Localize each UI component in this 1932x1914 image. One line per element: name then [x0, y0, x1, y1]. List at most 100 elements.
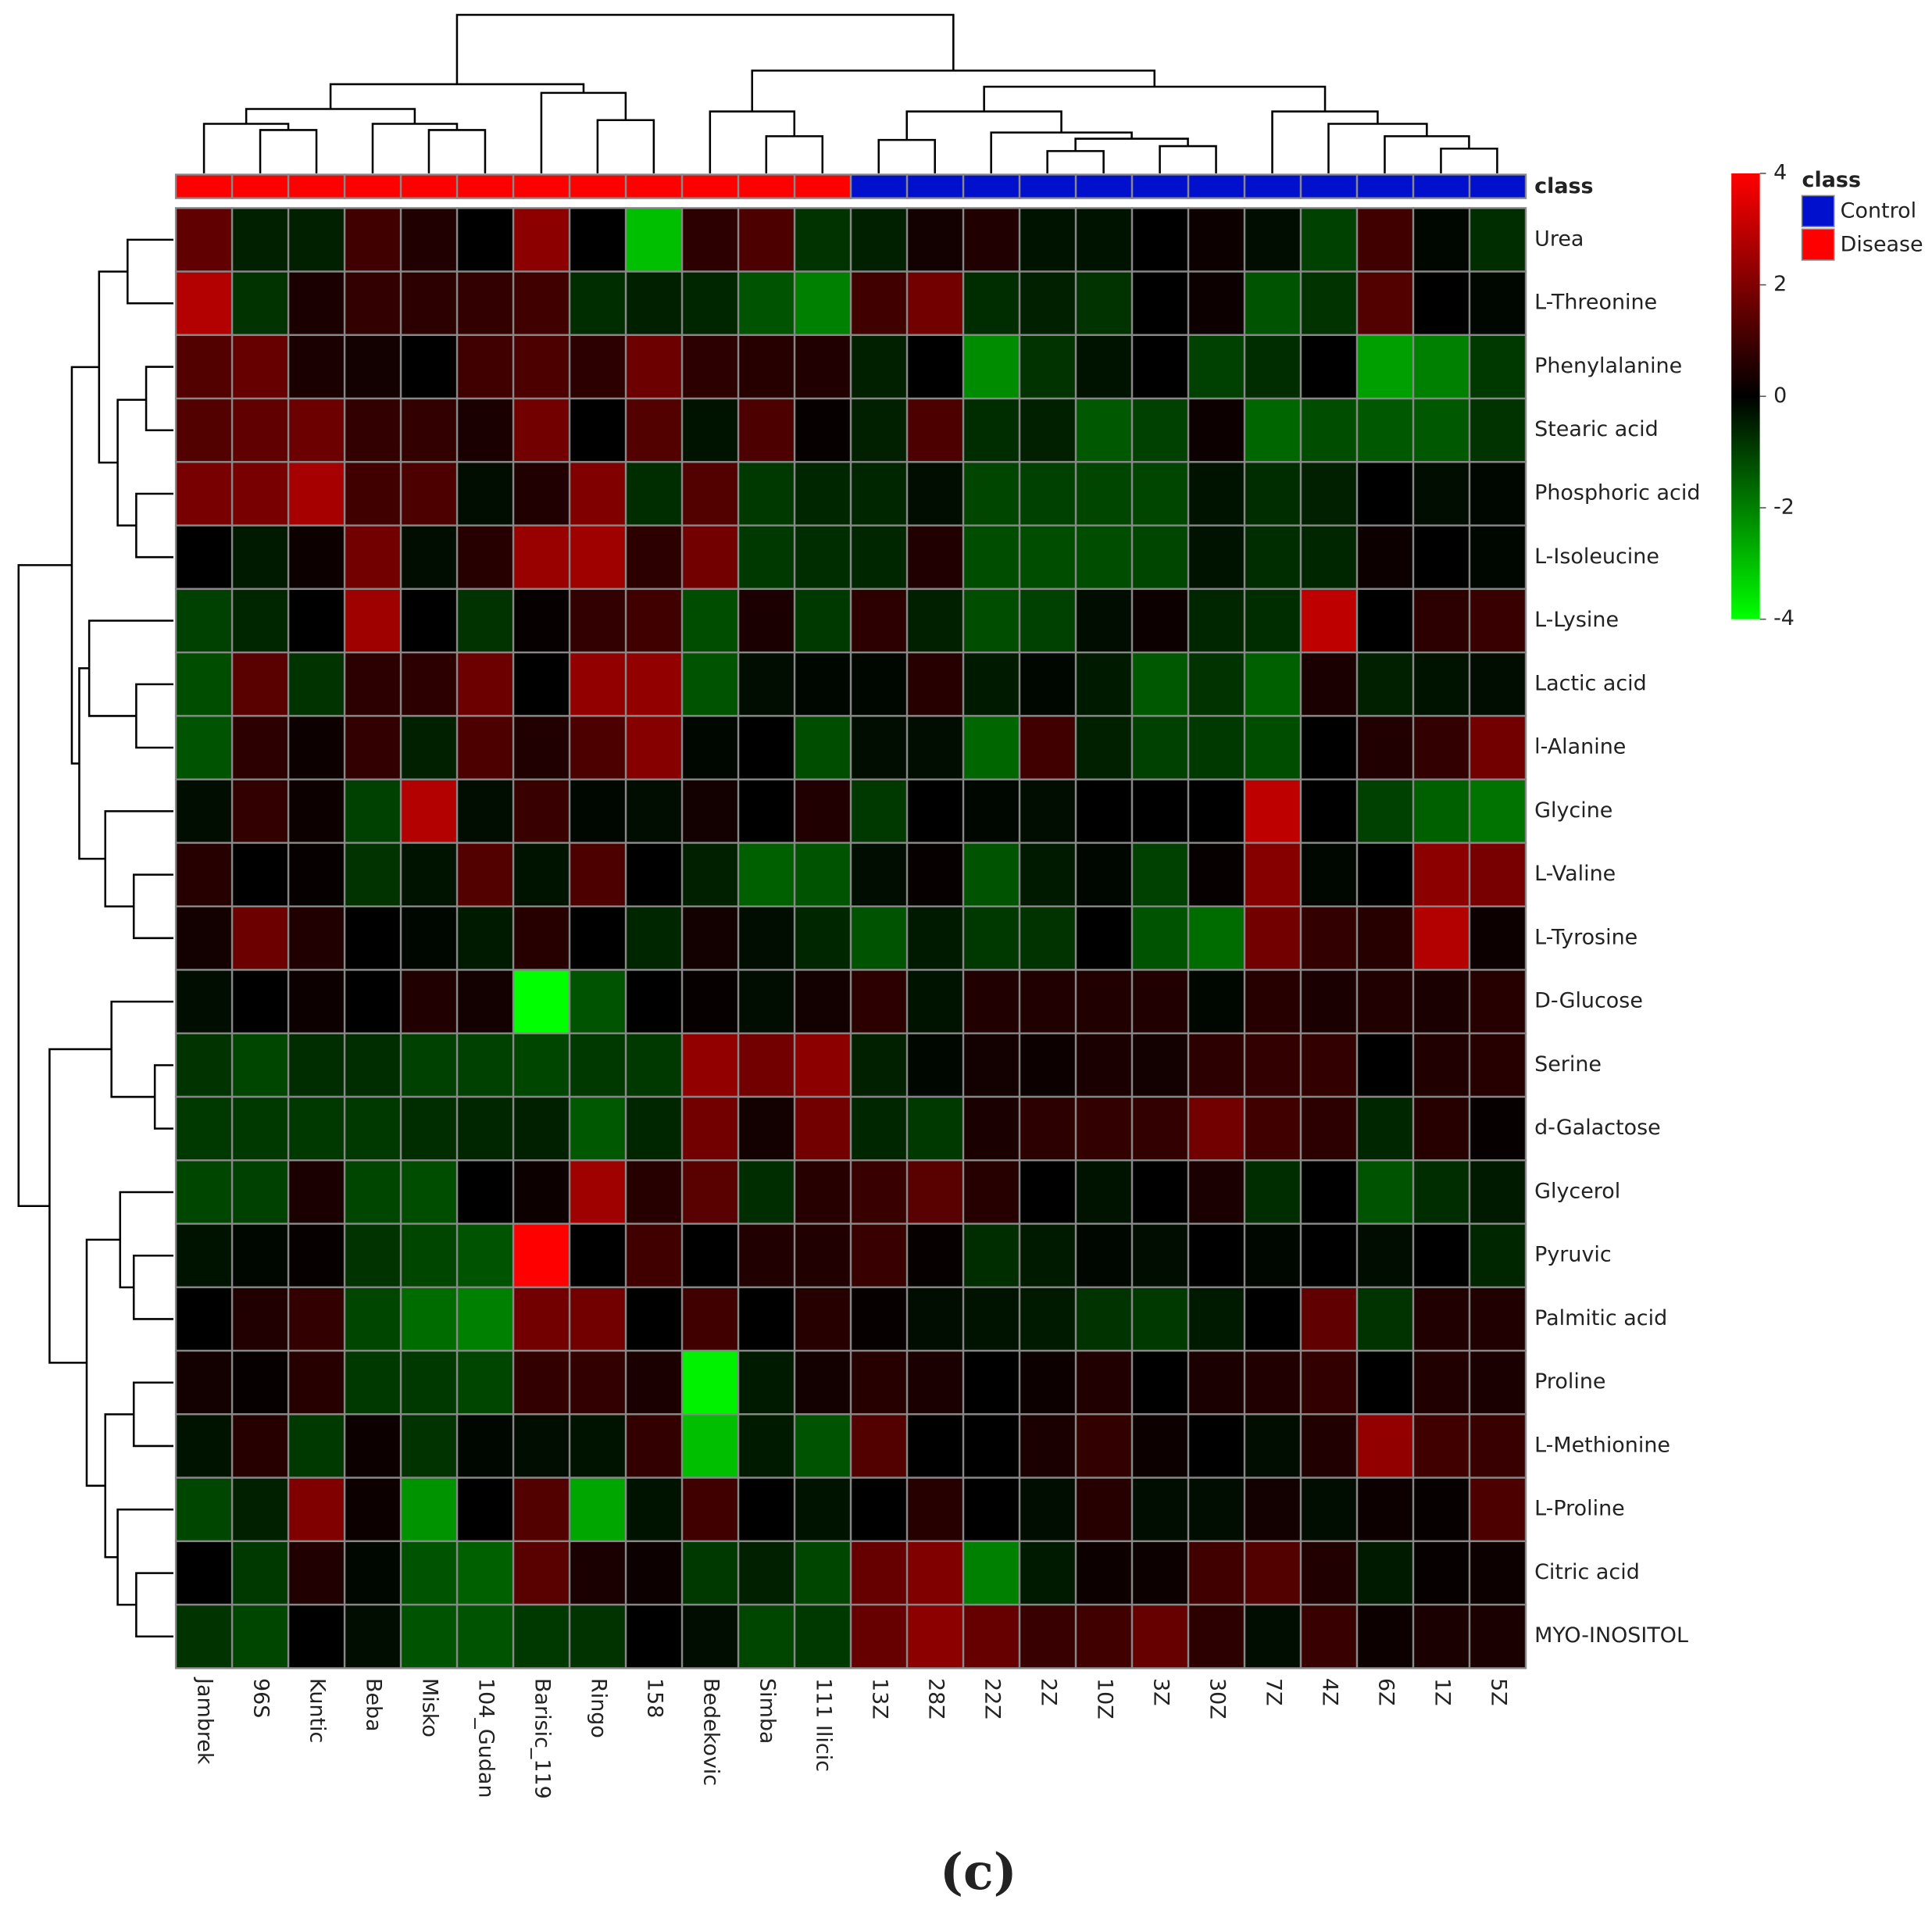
heatmap-cell — [624, 334, 684, 400]
heatmap-cell — [624, 1603, 684, 1669]
heatmap-cell — [287, 969, 346, 1034]
heatmap-cell — [1299, 334, 1359, 400]
heatmap-cell — [1187, 587, 1246, 654]
heatmap-cell — [905, 587, 965, 654]
column-label: Jambrek — [193, 1677, 217, 1765]
heatmap-cell — [905, 715, 965, 780]
legend-swatch — [1801, 228, 1835, 261]
heatmap-cell — [1018, 1032, 1077, 1098]
heatmap-cell — [680, 461, 740, 527]
heatmap-cell — [343, 1159, 402, 1225]
heatmap-cell — [624, 1223, 684, 1288]
heatmap-cell — [1187, 1603, 1246, 1669]
heatmap-cell — [287, 1540, 346, 1606]
heatmap-cell — [962, 270, 1021, 337]
heatmap-cell — [849, 1032, 909, 1098]
heatmap-cell — [962, 397, 1021, 463]
heatmap-cell — [1074, 1413, 1134, 1479]
heatmap-cell — [962, 1095, 1021, 1162]
heatmap-cell — [1074, 524, 1134, 591]
heatmap-cell — [455, 841, 515, 908]
heatmap-cell — [174, 841, 234, 908]
heatmap-cell — [1468, 969, 1527, 1034]
heatmap-cell — [343, 1540, 402, 1606]
heatmap-cell — [399, 207, 459, 273]
heatmap-cell — [1018, 969, 1077, 1034]
heatmap-cell — [1299, 1095, 1359, 1162]
heatmap-cell — [1299, 270, 1359, 337]
heatmap-cell — [568, 270, 627, 337]
heatmap-cell — [1412, 461, 1471, 527]
class-cell — [962, 173, 1021, 199]
heatmap-cell — [849, 1603, 909, 1669]
heatmap-cell — [1355, 1159, 1415, 1225]
heatmap-cell — [624, 397, 684, 463]
heatmap-cell — [737, 270, 796, 337]
heatmap-cell — [512, 905, 571, 971]
heatmap-cell — [455, 1095, 515, 1162]
row-label: L-Methionine — [1534, 1433, 1670, 1457]
heatmap-cell — [962, 1477, 1021, 1542]
heatmap-cell — [1243, 715, 1302, 780]
heatmap-cell — [1299, 1413, 1359, 1479]
heatmap-cell — [849, 270, 909, 337]
heatmap-cell — [1412, 905, 1471, 971]
heatmap-cell — [1074, 969, 1134, 1034]
heatmap-cell — [905, 1032, 965, 1098]
heatmap-cell — [230, 651, 290, 717]
heatmap-cell — [737, 1286, 796, 1352]
row-label: Lactic acid — [1534, 671, 1647, 695]
heatmap-cell — [343, 841, 402, 908]
heatmap-cell — [737, 1540, 796, 1606]
heatmap-cell — [1018, 1413, 1077, 1479]
heatmap-cell — [174, 1477, 234, 1542]
heatmap-cell — [568, 905, 627, 971]
heatmap-cell — [737, 1223, 796, 1288]
heatmap-cell — [287, 587, 346, 654]
heatmap-cell — [1130, 1477, 1190, 1542]
heatmap-cell — [737, 397, 796, 463]
heatmap-cell — [1243, 1349, 1302, 1416]
heatmap-cell — [1412, 207, 1471, 273]
heatmap-cell — [455, 715, 515, 780]
heatmap-cell — [962, 651, 1021, 717]
heatmap-cell — [343, 651, 402, 717]
heatmap-cell — [568, 397, 627, 463]
row-label: Glycine — [1534, 798, 1612, 823]
heatmap-cell — [1187, 969, 1246, 1034]
column-label: 3Z — [1149, 1678, 1173, 1706]
heatmap-cell — [1187, 334, 1246, 400]
heatmap-cell — [287, 397, 346, 463]
column-label: 10Z — [1093, 1678, 1117, 1719]
heatmap-cell — [1074, 1477, 1134, 1542]
heatmap-cell — [399, 1477, 459, 1542]
heatmap-cell — [1355, 1349, 1415, 1416]
heatmap-cell — [1468, 1223, 1527, 1288]
heatmap-cell — [624, 905, 684, 971]
heatmap-cell — [568, 1349, 627, 1416]
heatmap-cell — [1243, 270, 1302, 337]
heatmap-cell — [512, 397, 571, 463]
heatmap-cell — [624, 969, 684, 1034]
class-cell — [1130, 173, 1190, 199]
heatmap-cell — [1243, 1286, 1302, 1352]
heatmap-cell — [737, 587, 796, 654]
heatmap-cell — [1299, 1286, 1359, 1352]
heatmap-cell — [512, 461, 571, 527]
class-cell — [1355, 173, 1415, 199]
heatmap-cell — [680, 969, 740, 1034]
class-cell — [793, 173, 852, 199]
heatmap-cell — [962, 1349, 1021, 1416]
heatmap-cell — [849, 1095, 909, 1162]
heatmap-cell — [343, 715, 402, 780]
heatmap-cell — [512, 651, 571, 717]
heatmap-cell — [568, 1223, 627, 1288]
heatmap-cell — [287, 207, 346, 273]
heatmap-cell — [624, 1095, 684, 1162]
heatmap-cell — [1018, 1159, 1077, 1225]
heatmap-cell — [512, 1223, 571, 1288]
heatmap-cell — [343, 1286, 402, 1352]
heatmap-cell — [793, 778, 852, 845]
class-cell — [624, 173, 684, 199]
